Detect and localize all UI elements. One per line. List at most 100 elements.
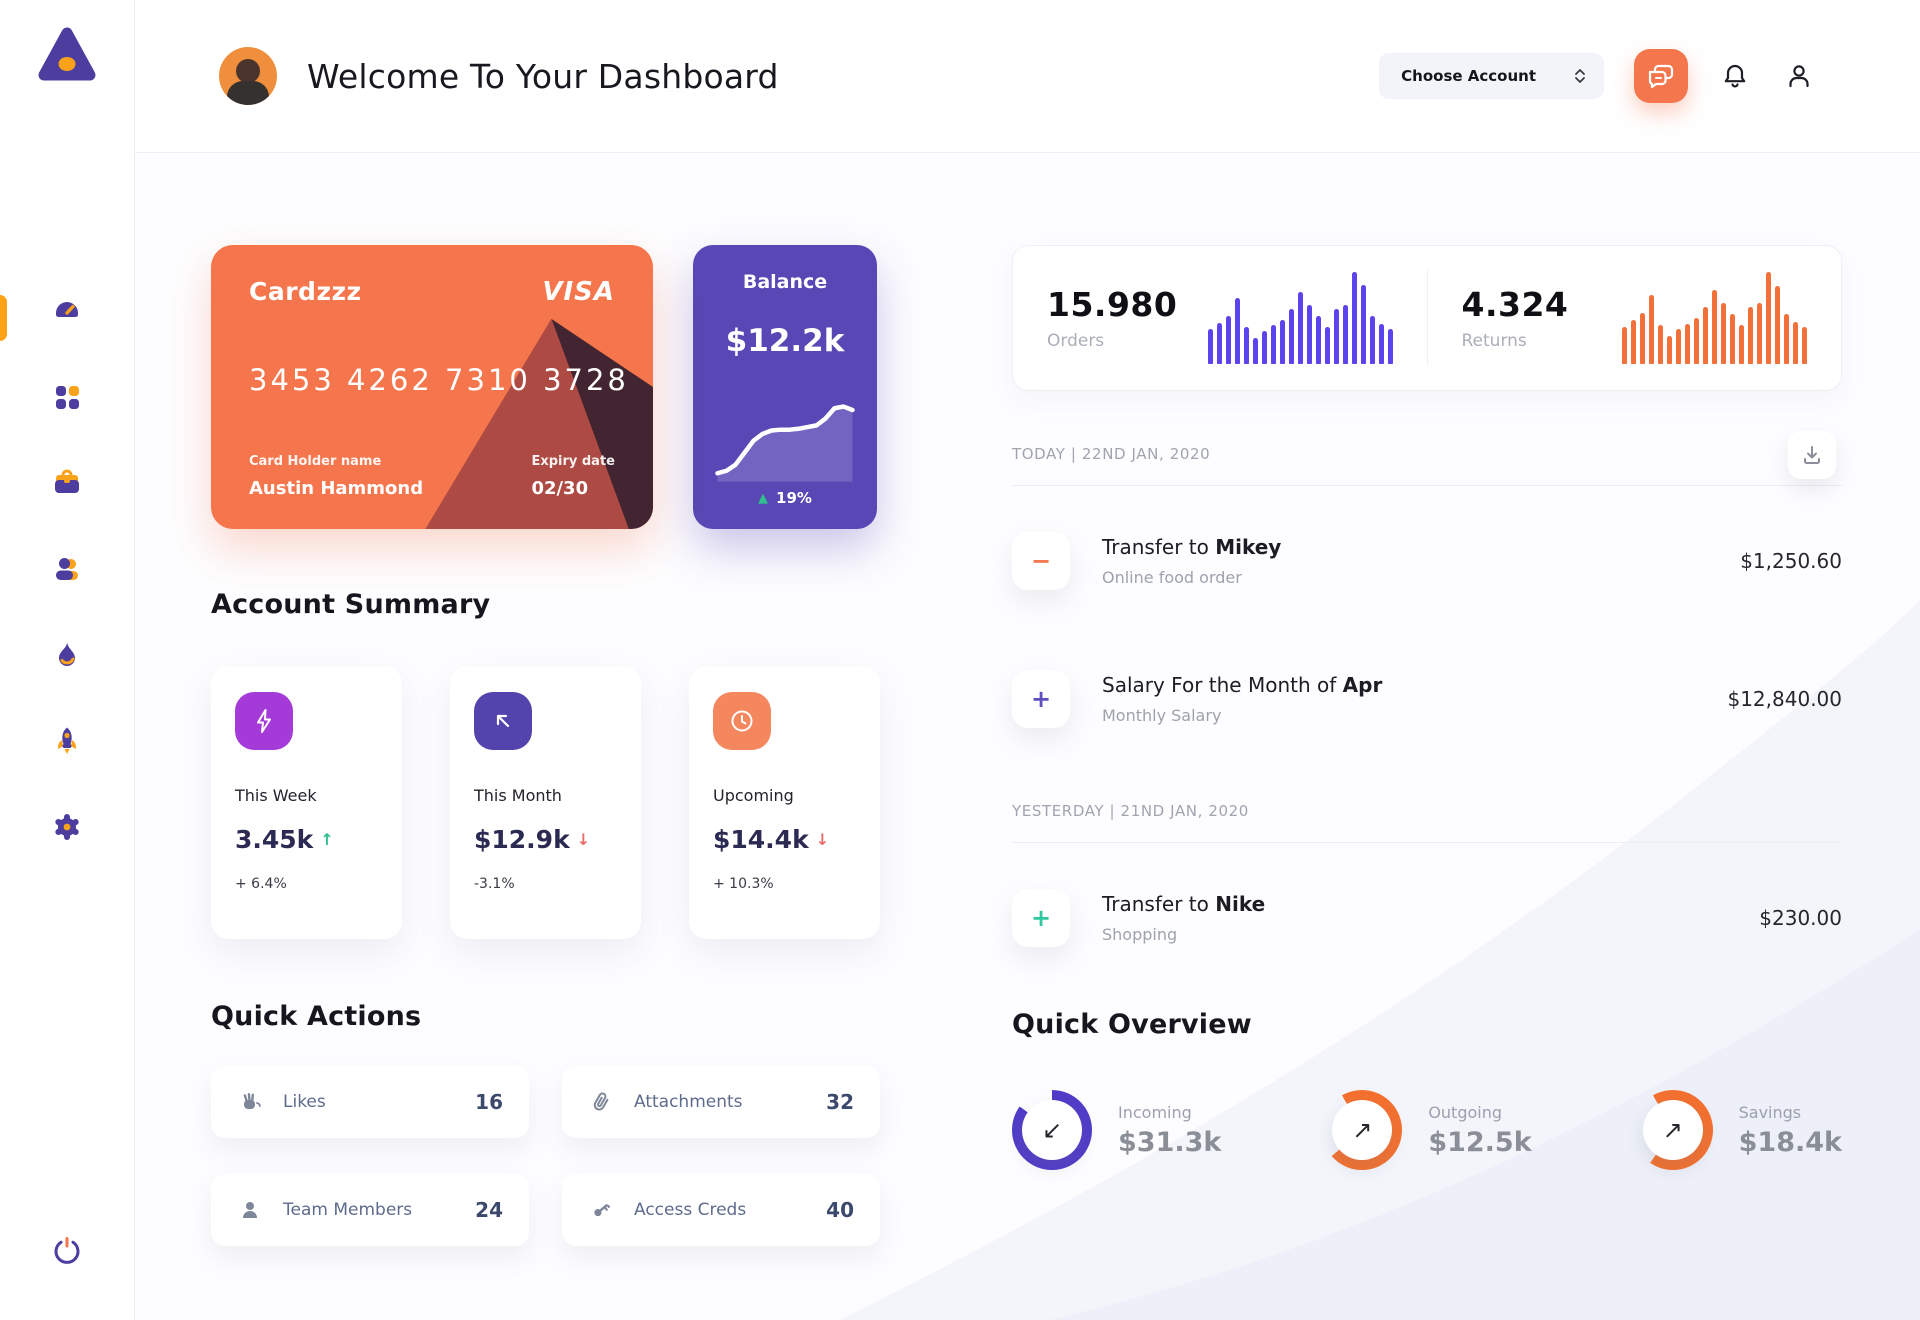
card-holder-label: Card Holder name — [249, 454, 382, 469]
triangle-logo — [38, 27, 96, 81]
briefcase-icon — [55, 469, 79, 493]
quick-action-access-creds[interactable]: Access Creds 40 — [562, 1174, 880, 1246]
sidebar-item-apps[interactable] — [48, 378, 86, 416]
summary-label: Upcoming — [713, 786, 794, 805]
sidebar-item-team[interactable] — [48, 550, 86, 588]
returns-bar-chart — [1622, 272, 1807, 364]
flame-icon — [59, 642, 75, 666]
header-actions: Choose Account — [1379, 49, 1816, 103]
user-avatar[interactable] — [219, 47, 277, 105]
summary-delta: + 10.3% — [713, 876, 774, 892]
orders-bar-chart — [1207, 272, 1393, 364]
card-number: 3453 4262 7310 3728 — [249, 363, 629, 397]
chat-bubbles-icon — [1648, 64, 1674, 89]
chat-button[interactable] — [1634, 49, 1688, 103]
incoming-donut: ↙ — [1012, 1090, 1092, 1170]
gear-icon — [55, 814, 79, 840]
returns-label: Returns — [1461, 331, 1527, 351]
orders-stat: 15.980 Orders — [1013, 272, 1427, 364]
yesterday-date-row: YESTERDAY | 21ND JAN, 2020 — [1012, 802, 1842, 820]
overview-label: Outgoing — [1428, 1102, 1503, 1122]
today-date-label: TODAY | 22ND JAN, 2020 — [1012, 445, 1211, 463]
quick-action-attachments[interactable]: Attachments 32 — [562, 1066, 880, 1138]
app-logo — [0, 24, 134, 88]
notifications-button[interactable] — [1718, 59, 1752, 93]
yesterday-date-label: YESTERDAY | 21ND JAN, 2020 — [1012, 802, 1249, 820]
plus-icon: + — [1012, 889, 1070, 947]
chevron-updown-icon — [1575, 69, 1585, 83]
power-icon — [54, 1237, 80, 1264]
user-icon — [1789, 65, 1809, 88]
sidebar-item-logout[interactable] — [0, 1234, 134, 1268]
arrow-upright-icon: ↗ — [1662, 1116, 1683, 1144]
paperclip-icon — [588, 1090, 614, 1114]
choose-account-select[interactable]: Choose Account — [1379, 53, 1604, 99]
summary-value: $14.4k — [713, 825, 809, 854]
quick-action-label: Team Members — [283, 1200, 413, 1220]
quick-action-count: 24 — [475, 1198, 503, 1222]
savings-donut: ↗ — [1632, 1090, 1713, 1170]
hand-icon — [237, 1090, 263, 1114]
card-holder-name: Austin Hammond — [249, 478, 424, 499]
transaction-row-mikey[interactable]: − Transfer to Mikey Online food order $1… — [1012, 532, 1842, 590]
choose-account-label: Choose Account — [1401, 67, 1536, 85]
right-column: 15.980 Orders 4.324 Returns TODAY | 22ND… — [1012, 245, 1842, 1320]
sidebar-item-dashboard[interactable] — [48, 292, 86, 330]
overview-label: Savings — [1738, 1102, 1802, 1122]
quick-action-likes[interactable]: Likes 16 — [211, 1066, 529, 1138]
summary-card-this-week: This Week 3.45k ↑ + 6.4% — [211, 666, 402, 939]
sidebar-item-settings[interactable] — [48, 808, 86, 846]
summary-card-upcoming: Upcoming $14.4k ↓ + 10.3% — [689, 666, 880, 939]
account-summary-heading: Account Summary — [211, 589, 491, 620]
download-icon — [1804, 446, 1820, 464]
summary-value: 3.45k — [235, 825, 314, 854]
savings-overview: ↗ Savings $18.4k — [1632, 1090, 1842, 1170]
sidebar-item-trending[interactable] — [48, 636, 86, 674]
sidebar — [0, 0, 135, 1320]
summary-label: This Week — [235, 786, 317, 805]
sidebar-item-launch[interactable] — [48, 722, 86, 760]
orders-value: 15.980 — [1047, 285, 1178, 324]
card-expiry: 02/30 — [531, 478, 589, 499]
page-title: Welcome To Your Dashboard — [307, 56, 779, 96]
overview-label: Incoming — [1118, 1102, 1192, 1122]
overview-value: $12.5k — [1428, 1126, 1532, 1158]
card-expiry-label: Expiry date — [531, 454, 615, 469]
transaction-row-salary[interactable]: + Salary For the Month of Apr Monthly Sa… — [1012, 670, 1842, 728]
arrow-downleft-icon: ↙ — [1041, 1116, 1063, 1144]
divider — [1012, 842, 1842, 843]
card-name: Cardzzz — [249, 277, 362, 306]
quick-overview-heading: Quick Overview — [1012, 1009, 1252, 1040]
main-content: Cardzzz VISA 3453 4262 7310 3728 Card Ho… — [135, 153, 1920, 1320]
quick-action-label: Attachments — [634, 1092, 743, 1112]
summary-value: $12.9k — [474, 825, 570, 854]
quick-action-label: Access Creds — [634, 1200, 747, 1220]
balance-sparkline — [715, 404, 855, 482]
users-icon — [56, 558, 78, 580]
download-button[interactable] — [1788, 431, 1836, 479]
trend-down-icon: ↓ — [815, 830, 830, 849]
header: Welcome To Your Dashboard Choose Account — [135, 0, 1920, 153]
today-date-row: TODAY | 22ND JAN, 2020 — [1012, 431, 1842, 479]
stats-divider — [1426, 270, 1428, 366]
quick-action-count: 32 — [826, 1090, 854, 1114]
profile-button[interactable] — [1782, 59, 1816, 93]
trend-down-icon: ↓ — [576, 830, 591, 849]
key-icon — [588, 1198, 614, 1222]
quick-action-team-members[interactable]: Team Members 24 — [211, 1174, 529, 1246]
quick-actions-grid: Likes 16 Attachments 32 — [211, 1066, 880, 1246]
grid-icon — [56, 386, 79, 409]
sidebar-item-work[interactable] — [48, 464, 86, 502]
transaction-row-nike[interactable]: + Transfer to Nike Shopping $230.00 — [1012, 889, 1842, 947]
outgoing-donut: ↗ — [1322, 1090, 1403, 1170]
visa-logo: VISA — [542, 277, 615, 307]
returns-value: 4.324 — [1461, 285, 1569, 324]
plus-icon: + — [1012, 670, 1070, 728]
summary-delta: -3.1% — [474, 876, 515, 892]
orders-label: Orders — [1047, 331, 1105, 351]
summary-label: This Month — [474, 786, 562, 805]
minus-icon: − — [1012, 532, 1070, 590]
quick-actions-heading: Quick Actions — [211, 1001, 422, 1032]
balance-value: $12.2k — [725, 323, 845, 359]
rocket-icon — [58, 727, 76, 754]
